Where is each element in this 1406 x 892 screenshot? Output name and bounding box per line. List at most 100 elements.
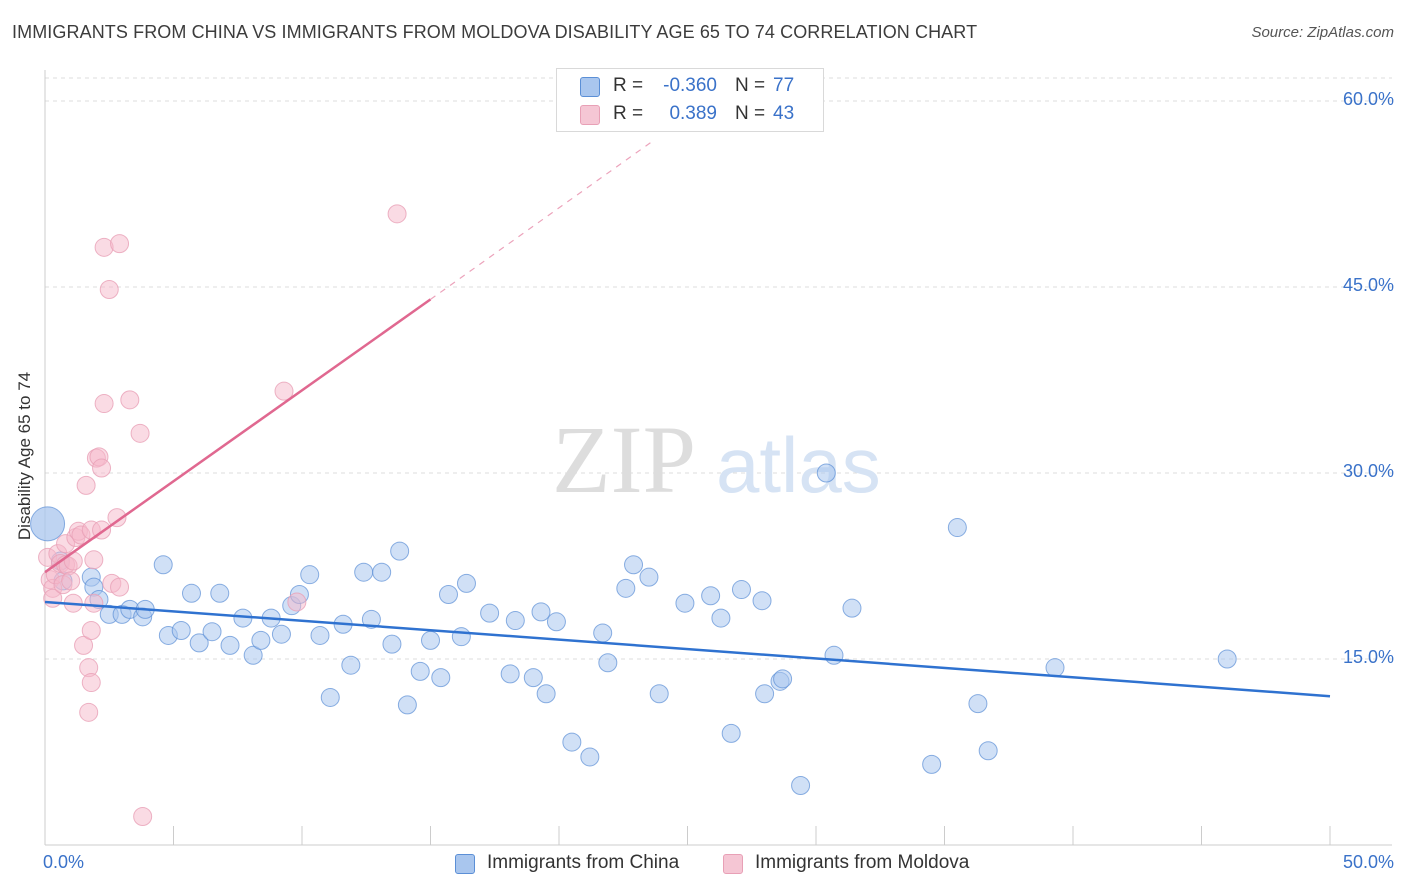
china-point bbox=[701, 586, 721, 606]
china-point bbox=[202, 622, 222, 642]
china-point bbox=[523, 668, 543, 688]
china-point bbox=[639, 567, 659, 587]
china-point bbox=[1045, 658, 1065, 678]
moldova-point bbox=[287, 592, 307, 612]
china-point bbox=[773, 669, 793, 689]
china-point bbox=[390, 541, 410, 561]
y-tick-label: 30.0% bbox=[1342, 461, 1394, 481]
china-points bbox=[30, 463, 1237, 795]
bottom-legend-swatch-moldova bbox=[723, 854, 743, 874]
china-point bbox=[382, 634, 402, 654]
y-tick-label: 45.0% bbox=[1342, 275, 1394, 295]
china-point bbox=[752, 591, 772, 611]
moldova-point bbox=[79, 702, 99, 722]
china-point bbox=[189, 633, 209, 653]
legend-swatch-moldova bbox=[580, 105, 600, 125]
china-point bbox=[410, 661, 430, 681]
y-tick-label: 15.0% bbox=[1342, 647, 1394, 667]
china-point bbox=[922, 754, 942, 774]
china-point bbox=[580, 747, 600, 767]
china-point bbox=[153, 555, 173, 575]
china-point bbox=[431, 668, 451, 688]
china-trend-line bbox=[44, 600, 1331, 698]
china-point bbox=[243, 645, 263, 665]
china-point bbox=[791, 775, 811, 795]
china-point bbox=[711, 608, 731, 628]
china-point bbox=[361, 609, 381, 629]
legend-n-value-china: 77 bbox=[773, 75, 795, 96]
china-point bbox=[562, 732, 582, 752]
moldova-point bbox=[120, 390, 140, 410]
china-point bbox=[531, 602, 551, 622]
chart-title: IMMIGRANTS FROM CHINA VS IMMIGRANTS FROM… bbox=[12, 22, 978, 42]
moldova-point bbox=[110, 234, 130, 254]
china-point bbox=[755, 684, 775, 704]
legend-row-moldova: R = 0.389 N = 43 bbox=[557, 101, 823, 127]
legend-row-china: R = -0.360 N = 77 bbox=[557, 73, 823, 99]
china-point bbox=[30, 506, 66, 542]
watermark: ZIP atlas bbox=[552, 406, 881, 513]
moldova-point bbox=[74, 635, 94, 655]
china-point bbox=[624, 555, 644, 575]
china-point bbox=[421, 630, 440, 650]
china-point bbox=[1217, 649, 1237, 669]
china-point bbox=[500, 664, 520, 684]
trend-lines bbox=[44, 141, 1331, 698]
legend-r-value-moldova: 0.389 bbox=[669, 103, 717, 124]
moldova-point bbox=[84, 593, 104, 613]
moldova-point bbox=[110, 577, 130, 597]
china-point bbox=[354, 562, 374, 582]
china-point bbox=[341, 655, 361, 675]
china-point bbox=[372, 562, 392, 582]
moldova-point bbox=[84, 550, 104, 570]
china-point bbox=[397, 695, 417, 715]
china-point bbox=[271, 624, 291, 644]
moldova-point bbox=[61, 571, 81, 591]
legend-n-value-moldova: 43 bbox=[773, 103, 795, 124]
china-point bbox=[300, 565, 320, 585]
china-point bbox=[451, 627, 471, 647]
china-point bbox=[536, 684, 556, 704]
moldova-point bbox=[133, 806, 153, 826]
moldova-point bbox=[76, 475, 96, 495]
china-point bbox=[598, 653, 618, 673]
x-tick-label-min: 0.0% bbox=[43, 852, 85, 872]
moldova-point bbox=[99, 279, 119, 299]
china-point bbox=[505, 611, 525, 631]
china-point bbox=[816, 463, 836, 483]
gridlines bbox=[45, 77, 1392, 660]
china-point bbox=[968, 694, 988, 714]
legend-swatch-china bbox=[580, 77, 600, 97]
legend-r-label: R = bbox=[613, 75, 644, 96]
moldova-point bbox=[92, 458, 112, 478]
legend-r-label: R = bbox=[613, 103, 644, 124]
moldova-point bbox=[387, 204, 407, 224]
china-point bbox=[675, 593, 695, 613]
moldova-trend-extension bbox=[430, 141, 652, 300]
source-label: Source: ZipAtlas.com bbox=[1251, 24, 1394, 41]
china-point bbox=[171, 620, 191, 640]
china-point bbox=[251, 630, 271, 650]
china-point bbox=[480, 603, 500, 623]
legend-r-value-china: -0.360 bbox=[663, 75, 717, 96]
china-point bbox=[649, 684, 669, 704]
moldova-point bbox=[63, 551, 83, 571]
china-point bbox=[210, 583, 230, 603]
x-tick-label-max: 50.0% bbox=[1342, 852, 1394, 872]
bottom-legend-swatch-china bbox=[455, 854, 475, 874]
moldova-trend-line bbox=[44, 298, 432, 574]
china-point bbox=[181, 583, 201, 603]
moldova-point bbox=[81, 673, 101, 693]
china-point bbox=[438, 585, 458, 605]
china-point bbox=[978, 741, 998, 761]
china-point bbox=[947, 518, 967, 538]
china-point bbox=[220, 635, 240, 655]
bottom-legend-label-china: Immigrants from China bbox=[487, 852, 680, 873]
moldova-point bbox=[81, 620, 101, 640]
china-point bbox=[824, 645, 844, 665]
china-point bbox=[593, 623, 613, 643]
bottom-legend-label-moldova: Immigrants from Moldova bbox=[755, 852, 970, 873]
axes bbox=[44, 70, 1392, 846]
moldova-point bbox=[274, 381, 294, 401]
